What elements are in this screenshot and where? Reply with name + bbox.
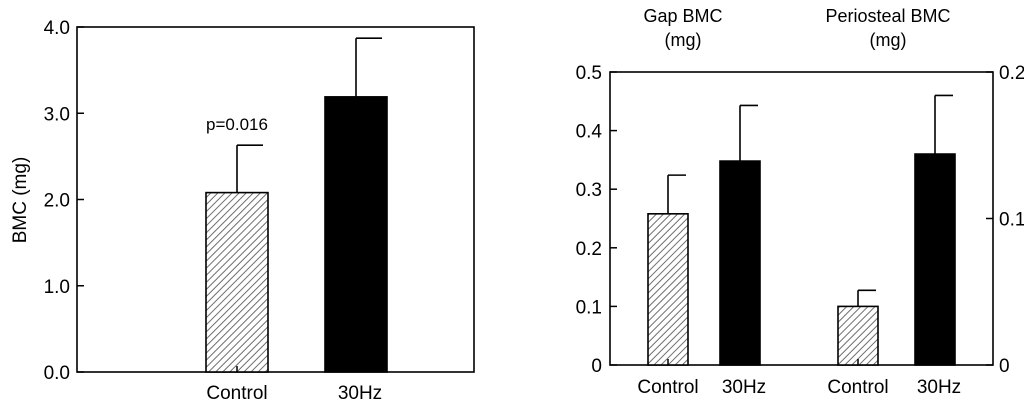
periosteal-bmc-bar-control — [837, 289, 879, 366]
gap-bmc-bar-30hz-label: 30Hz — [722, 377, 766, 398]
bmc-y-tick-label: 2.0 — [44, 191, 70, 212]
gap-bmc-bar-control-label: Control — [637, 377, 698, 398]
gap-bmc-y-tick-label: 0.2 — [576, 239, 602, 260]
gap-bmc-y-tick-label: 0.3 — [576, 180, 602, 201]
bmc-y-tick-label: 1.0 — [44, 277, 70, 298]
bmc-x-label-30hz: 30Hz — [338, 383, 382, 404]
bmc-bar-control-rect — [205, 191, 269, 373]
periosteal-bmc-title-line2: (mg) — [870, 30, 907, 50]
periosteal-bmc-title-line1: Periosteal BMC — [825, 6, 950, 26]
gap-bmc-title-line2: (mg) — [665, 30, 702, 50]
bmc-y-tick-label: 4.0 — [44, 18, 70, 39]
gap-periosteal-bars — [647, 94, 956, 366]
gap-bmc-bar-control — [647, 174, 689, 366]
bmc-y-axis-title: BMC (mg) — [10, 157, 31, 244]
periosteal-bmc-y-tick-label: 0.2 — [999, 63, 1024, 84]
periosteal-bmc-bar-30hz-rect — [914, 153, 956, 366]
bmc-bar-control — [205, 144, 269, 373]
p-value-annotation: p=0.016 — [206, 115, 268, 134]
bmc-y-tick-label: 3.0 — [44, 104, 70, 125]
bmc-chart-frame — [76, 26, 475, 373]
bmc-y-tick-label: 0.0 — [44, 363, 70, 384]
gap-bmc-y-tick-label: 0 — [591, 356, 602, 377]
gap-bmc-y-axis: 0 0.1 0.2 0.3 0.4 0.5 — [576, 63, 617, 377]
bmc-x-axis: Control 30Hz — [206, 366, 382, 404]
gap-bmc-bar-30hz-rect — [719, 160, 761, 366]
bmc-chart: 0.0 1.0 2.0 3.0 4.0 BMC (mg) p=0.016 Control… — [10, 18, 475, 404]
periosteal-bmc-bar-30hz-label: 30Hz — [917, 377, 961, 398]
gap-bmc-y-tick-label: 0.5 — [576, 63, 602, 84]
gap-bmc-title-line1: Gap BMC — [643, 6, 722, 26]
periosteal-bmc-bar-control-label: Control — [827, 377, 888, 398]
bmc-y-axis: 0.0 1.0 2.0 3.0 4.0 — [44, 18, 84, 384]
gap-bmc-y-tick-label: 0.1 — [576, 297, 602, 318]
gap-bmc-bar-30hz — [719, 104, 761, 366]
periosteal-bmc-y-tick-label: 0.1 — [999, 210, 1024, 231]
periosteal-bmc-y-tick-label: 0 — [999, 356, 1010, 377]
bmc-bar-30hz-rect — [324, 96, 388, 373]
periosteal-bmc-bar-control-rect — [837, 305, 879, 366]
gap-periosteal-x-axis: Control 30Hz Control 30Hz — [637, 359, 961, 398]
periosteal-bmc-bar-30hz — [914, 94, 956, 366]
bmc-bars — [205, 37, 388, 373]
bmc-x-label-control: Control — [206, 383, 267, 404]
periosteal-bmc-y-axis: 0 0.1 0.2 — [986, 63, 1024, 377]
bmc-bar-30hz — [324, 37, 388, 373]
gap-bmc-bar-control-rect — [647, 213, 689, 366]
gap-periosteal-chart: 0 0.1 0.2 0.3 0.4 0.5 0 0.1 0.2 Gap BMC (mg) Pe… — [576, 6, 1024, 398]
gap-bmc-y-tick-label: 0.4 — [576, 122, 603, 143]
